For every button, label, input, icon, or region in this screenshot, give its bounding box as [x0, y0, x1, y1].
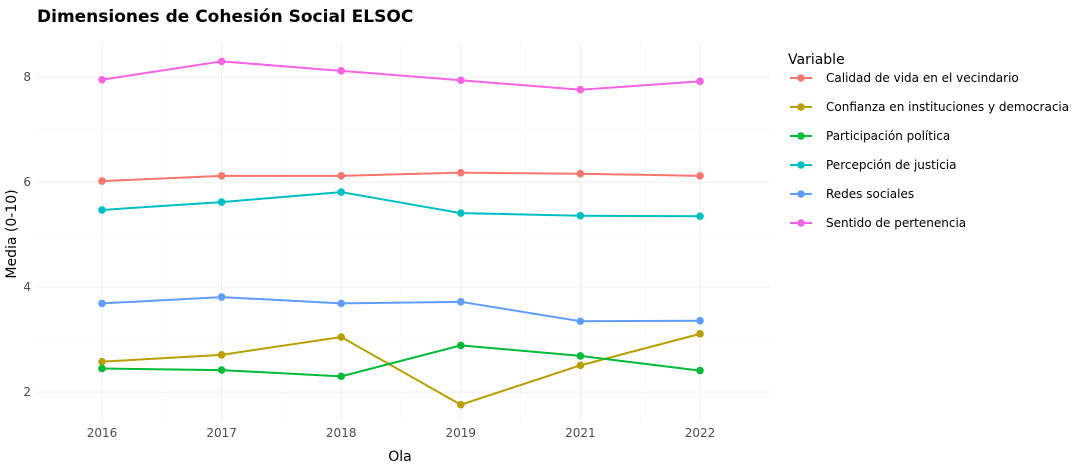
data-point	[576, 85, 585, 94]
legend-title: Variable	[788, 52, 845, 68]
data-point	[576, 317, 585, 326]
series-4	[98, 293, 704, 326]
data-point	[457, 76, 465, 85]
data-point	[457, 168, 465, 177]
data-point	[217, 172, 226, 180]
legend-label: Percepción de justicia	[826, 158, 956, 172]
y-axis-label: Media (0-10)	[4, 189, 20, 278]
data-point	[98, 75, 106, 84]
x-tick-label: 2018	[326, 426, 357, 440]
data-point	[98, 357, 106, 366]
grid	[37, 43, 770, 421]
data-point	[217, 293, 226, 301]
x-tick-label: 2016	[87, 426, 118, 440]
series-line	[101, 171, 701, 183]
legend-label: Confianza en instituciones y democracia	[826, 100, 1069, 114]
legend-key-point	[797, 161, 805, 169]
legend-item: Calidad de vida en el vecindario	[790, 71, 1019, 85]
x-tick-label: 2017	[206, 426, 237, 440]
legend-key-point	[797, 74, 805, 82]
series-line	[101, 296, 701, 323]
legend-label: Redes sociales	[826, 187, 914, 201]
data-point	[337, 172, 346, 180]
data-point	[337, 333, 346, 341]
legend-label: Sentido de pertenencia	[826, 216, 966, 230]
data-point	[576, 211, 585, 220]
data-point	[696, 172, 704, 180]
legend-key-point	[797, 132, 805, 140]
series-group	[98, 57, 704, 409]
series-1	[98, 330, 704, 409]
data-point	[98, 177, 106, 185]
legend-item: Confianza en instituciones y democracia	[790, 100, 1069, 114]
data-point	[337, 67, 346, 75]
legend-label: Calidad de vida en el vecindario	[826, 71, 1019, 85]
legend-item: Participación política	[790, 129, 950, 143]
series-line	[101, 60, 701, 91]
series-2	[98, 341, 704, 381]
x-tick-label: 2022	[685, 426, 716, 440]
data-point	[457, 298, 465, 306]
data-point	[696, 330, 704, 338]
legend-item: Sentido de pertenencia	[790, 216, 966, 230]
y-tick-label: 8	[23, 70, 31, 84]
legend: Variable Calidad de vida en el vecindari…	[788, 52, 1069, 230]
data-point	[696, 212, 704, 221]
x-axis-label: Ola	[388, 449, 412, 464]
data-point	[457, 209, 465, 217]
data-point	[217, 351, 226, 359]
data-point	[337, 299, 346, 308]
legend-items: Calidad de vida en el vecindario Confianz…	[790, 71, 1069, 230]
y-tick-label: 2	[23, 385, 31, 399]
x-tick-label: 2021	[565, 426, 596, 440]
legend-key-point	[797, 103, 805, 111]
series-line	[101, 191, 701, 218]
data-point	[696, 316, 704, 325]
data-point	[217, 366, 226, 374]
legend-key-point	[797, 190, 805, 198]
x-tick-label: 2019	[446, 426, 477, 440]
legend-key-point	[797, 219, 805, 227]
data-point	[98, 206, 106, 214]
legend-label: Participación política	[826, 129, 950, 143]
y-tick-label: 4	[23, 280, 31, 294]
data-point	[576, 169, 585, 178]
series-3	[98, 188, 704, 221]
legend-item: Percepción de justicia	[790, 158, 956, 172]
legend-item: Redes sociales	[790, 187, 914, 201]
chart-title: Dimensiones de Cohesión Social ELSOC	[37, 7, 413, 27]
data-point	[217, 57, 226, 66]
data-point	[337, 188, 346, 196]
series-line	[101, 344, 701, 378]
data-point	[217, 198, 226, 206]
data-point	[337, 372, 346, 381]
data-point	[457, 341, 465, 350]
data-point	[457, 400, 465, 409]
data-point	[98, 299, 106, 308]
data-point	[576, 361, 585, 370]
data-point	[98, 364, 106, 373]
data-point	[696, 366, 704, 375]
x-axis-ticks: 2016 2017 2018 2019 2021 2022	[87, 426, 716, 440]
data-point	[696, 77, 704, 86]
data-point	[576, 352, 585, 360]
series-5	[98, 57, 704, 94]
series-line	[101, 332, 701, 406]
series-0	[98, 168, 704, 185]
y-tick-label: 6	[23, 175, 31, 189]
y-axis-ticks: 2 4 6 8	[23, 70, 31, 399]
